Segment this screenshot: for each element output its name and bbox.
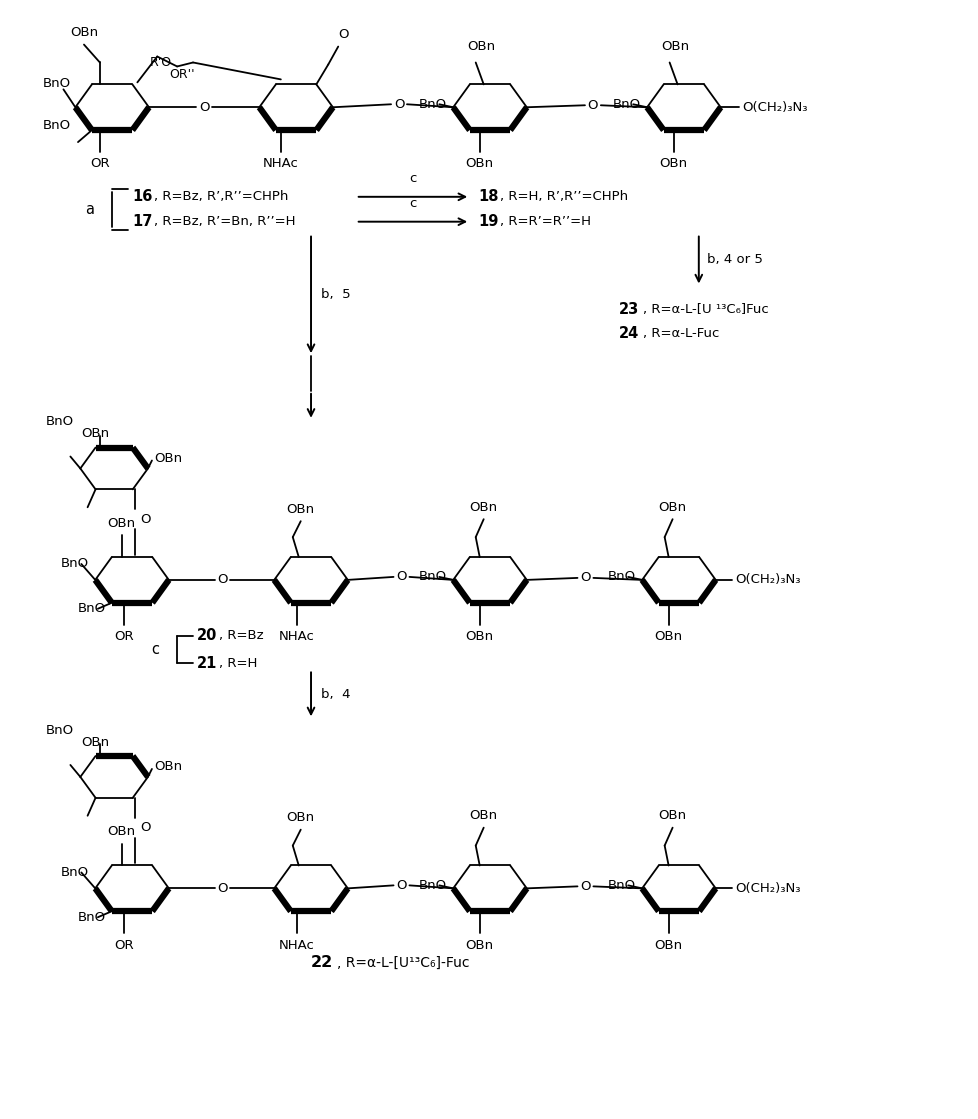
Text: O(CH₂)₃N₃: O(CH₂)₃N₃: [734, 573, 800, 586]
Text: 20: 20: [197, 628, 217, 643]
Text: BnO: BnO: [419, 571, 447, 583]
Text: O: O: [580, 880, 590, 893]
Text: a: a: [85, 201, 94, 217]
Text: BnO: BnO: [46, 415, 73, 429]
Text: 19: 19: [477, 214, 498, 229]
Text: OBn: OBn: [467, 40, 495, 53]
Text: OBn: OBn: [654, 939, 682, 951]
Text: OR: OR: [90, 158, 110, 170]
Text: , R=H: , R=H: [218, 657, 256, 670]
Text: NHAc: NHAc: [279, 630, 314, 643]
Text: 16: 16: [132, 189, 153, 205]
Text: OBn: OBn: [658, 501, 686, 514]
Text: BnO: BnO: [61, 557, 89, 571]
Text: , R=Bz, R’,R’’=CHPh: , R=Bz, R’,R’’=CHPh: [154, 190, 288, 204]
Text: OR: OR: [113, 630, 133, 643]
Text: c: c: [409, 197, 417, 209]
Text: OBn: OBn: [466, 630, 493, 643]
Text: OBn: OBn: [658, 809, 686, 822]
Text: b, 4 or 5: b, 4 or 5: [706, 254, 762, 266]
Text: 21: 21: [197, 656, 217, 671]
Text: BnO: BnO: [77, 602, 106, 615]
Text: OBn: OBn: [69, 26, 98, 39]
Text: R'O: R'O: [149, 56, 171, 69]
Text: OBn: OBn: [287, 502, 315, 516]
Text: O: O: [396, 878, 406, 892]
Text: BnO: BnO: [419, 878, 447, 892]
Text: BnO: BnO: [607, 878, 636, 892]
Text: NHAc: NHAc: [279, 939, 314, 951]
Text: O: O: [199, 101, 209, 114]
Text: O: O: [337, 28, 348, 41]
Text: OR: OR: [113, 939, 133, 951]
Text: OBn: OBn: [287, 811, 315, 825]
Text: , R=α-L-[U ¹³C₆]Fuc: , R=α-L-[U ¹³C₆]Fuc: [643, 303, 768, 316]
Text: , R=Bz, R’=Bn, R’’=H: , R=Bz, R’=Bn, R’’=H: [154, 215, 295, 228]
Text: OBn: OBn: [661, 40, 689, 53]
Text: BnO: BnO: [77, 911, 106, 923]
Text: OBn: OBn: [466, 939, 493, 951]
Text: OR'': OR'': [169, 68, 195, 81]
Text: OBn: OBn: [81, 735, 110, 749]
Text: b,  4: b, 4: [321, 688, 350, 700]
Text: 23: 23: [619, 302, 639, 317]
Text: O: O: [217, 882, 228, 895]
Text: OBn: OBn: [108, 825, 136, 838]
Text: O: O: [217, 573, 228, 586]
Text: OBn: OBn: [81, 427, 110, 440]
Text: c: c: [151, 642, 158, 657]
Text: OBn: OBn: [154, 761, 182, 773]
Text: c: c: [409, 172, 417, 185]
Text: BnO: BnO: [46, 724, 73, 736]
Text: , R=Bz: , R=Bz: [218, 629, 263, 642]
Text: O: O: [141, 513, 151, 526]
Text: BnO: BnO: [607, 571, 636, 583]
Text: O(CH₂)₃N₃: O(CH₂)₃N₃: [734, 882, 800, 895]
Text: OBn: OBn: [469, 501, 497, 514]
Text: 24: 24: [619, 326, 639, 340]
Text: O: O: [141, 821, 151, 834]
Text: BnO: BnO: [419, 97, 447, 111]
Text: OBn: OBn: [469, 809, 497, 822]
Text: BnO: BnO: [42, 77, 70, 90]
Text: O: O: [580, 572, 590, 584]
Text: 18: 18: [477, 189, 498, 205]
Text: b,  5: b, 5: [321, 289, 350, 301]
Text: OBn: OBn: [108, 517, 136, 529]
Text: , R=R’=R’’=H: , R=R’=R’’=H: [500, 215, 591, 228]
Text: 17: 17: [132, 214, 153, 229]
Text: 22: 22: [311, 956, 333, 970]
Text: NHAc: NHAc: [263, 158, 298, 170]
Text: O: O: [396, 571, 406, 583]
Text: O: O: [587, 98, 598, 112]
Text: OBn: OBn: [154, 452, 182, 466]
Text: OBn: OBn: [659, 158, 687, 170]
Text: , R=α-L-Fuc: , R=α-L-Fuc: [643, 327, 719, 340]
Text: , R=α-L-[U¹³C₆]-Fuc: , R=α-L-[U¹³C₆]-Fuc: [336, 956, 468, 970]
Text: , R=H, R’,R’’=CHPh: , R=H, R’,R’’=CHPh: [500, 190, 628, 204]
Text: BnO: BnO: [612, 97, 641, 111]
Text: O: O: [393, 97, 404, 111]
Text: O(CH₂)₃N₃: O(CH₂)₃N₃: [741, 101, 807, 114]
Text: BnO: BnO: [61, 866, 89, 878]
Text: BnO: BnO: [42, 119, 70, 132]
Text: OBn: OBn: [466, 158, 493, 170]
Text: OBn: OBn: [654, 630, 682, 643]
